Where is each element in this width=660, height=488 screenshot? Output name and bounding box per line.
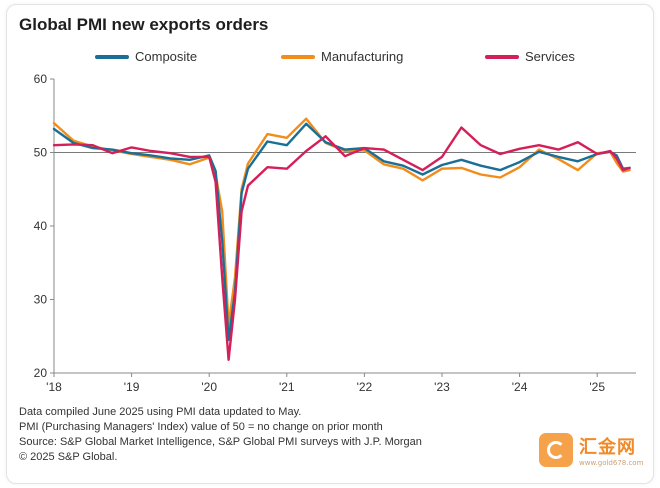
y-tick-label: 50 <box>34 146 48 160</box>
legend-label-composite: Composite <box>135 49 198 64</box>
watermark-name: 汇金网 <box>579 437 636 458</box>
line-chart: 20 30 40 50 60 '18 '19 '20 '21 '22 '23 '24 '25 <box>34 72 636 394</box>
x-tick-label: '21 <box>279 380 295 394</box>
legend-swatch-services <box>485 54 519 59</box>
legend-label-services: Services <box>525 49 575 64</box>
footnote-line: Data compiled June 2025 using PMI data u… <box>19 406 302 418</box>
x-tick-label: '20 <box>201 380 217 394</box>
legend-item-manufacturing: Manufacturing <box>281 49 403 64</box>
y-tick-label: 60 <box>34 72 48 86</box>
y-tick-label: 30 <box>34 293 48 307</box>
x-tick-label: '18 <box>46 380 62 394</box>
x-tick-label: '24 <box>512 380 528 394</box>
chart-title: Global PMI new exports orders <box>19 15 269 34</box>
legend-swatch-composite <box>95 54 129 59</box>
footnote-line: PMI (Purchasing Managers' Index) value o… <box>19 421 383 433</box>
watermark-logo-icon <box>539 433 573 467</box>
series-line-composite <box>52 122 631 342</box>
footnote-line: © 2025 S&P Global. <box>19 451 118 463</box>
legend-item-services: Services <box>485 49 575 64</box>
footnote-line: Source: S&P Global Market Intelligence, … <box>19 436 422 448</box>
x-tick-label: '22 <box>357 380 373 394</box>
chart-legend: Composite Manufacturing Services <box>7 49 653 69</box>
y-tick-label: 40 <box>34 219 48 233</box>
series-line-services <box>52 126 631 361</box>
legend-swatch-manufacturing <box>281 54 315 59</box>
legend-item-composite: Composite <box>95 49 197 64</box>
chart-card: Global PMI new exports orders Composite … <box>6 4 654 484</box>
footnote: Data compiled June 2025 using PMI data u… <box>19 405 422 465</box>
x-tick-label: '25 <box>589 380 605 394</box>
x-tick-label: '23 <box>434 380 450 394</box>
y-tick-label: 20 <box>34 366 48 380</box>
legend-label-manufacturing: Manufacturing <box>321 49 404 64</box>
x-tick-label: '19 <box>124 380 140 394</box>
watermark: 汇金网 www.gold678.com <box>539 433 643 467</box>
watermark-url: www.gold678.com <box>579 459 644 467</box>
